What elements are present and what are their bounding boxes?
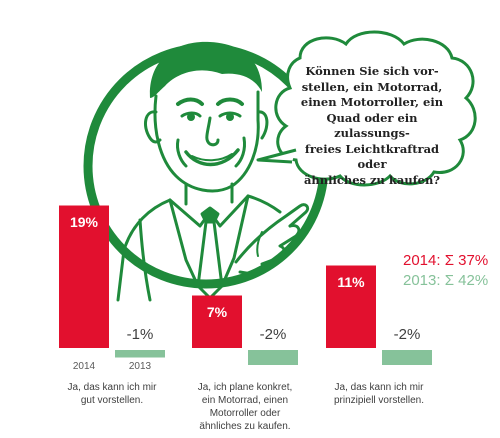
bar-2014-2 [326,265,376,348]
bar-2013-1 [248,350,298,365]
bar-2013-2 [382,350,432,365]
summary-2014: 2014: Σ 37% [403,252,489,269]
category-label-0: Ja, das kann ich mir gut vorstellen. [67,382,157,406]
speech-bubble-icon [256,30,477,187]
value-label-2014-0: 19% [69,213,99,230]
category-label-1: Ja, ich plane konkret, ein Motorrad, ein… [197,382,293,432]
bar-2014-0 [59,205,109,348]
question-text: Können Sie sich vor- stellen, ein Motorr… [300,64,444,187]
bar-2013-0 [115,350,165,358]
value-label-2013-0: -1% [126,326,154,343]
value-label-2013-1: -2% [259,326,287,343]
year-label-2013: 2013 [128,361,152,372]
value-label-2014-2: 11% [337,273,365,290]
category-label-2: Ja, das kann ich mir prinzipiell vorstel… [333,382,425,406]
year-label-2014: 2014 [72,361,96,372]
summary-2013: 2013: Σ 42% [403,272,489,289]
value-label-2013-2: -2% [393,326,421,343]
value-label-2014-1: 7% [206,303,228,320]
man-illustration-icon [116,41,310,302]
bars-group [59,205,432,365]
bar-2014-1 [192,295,242,348]
